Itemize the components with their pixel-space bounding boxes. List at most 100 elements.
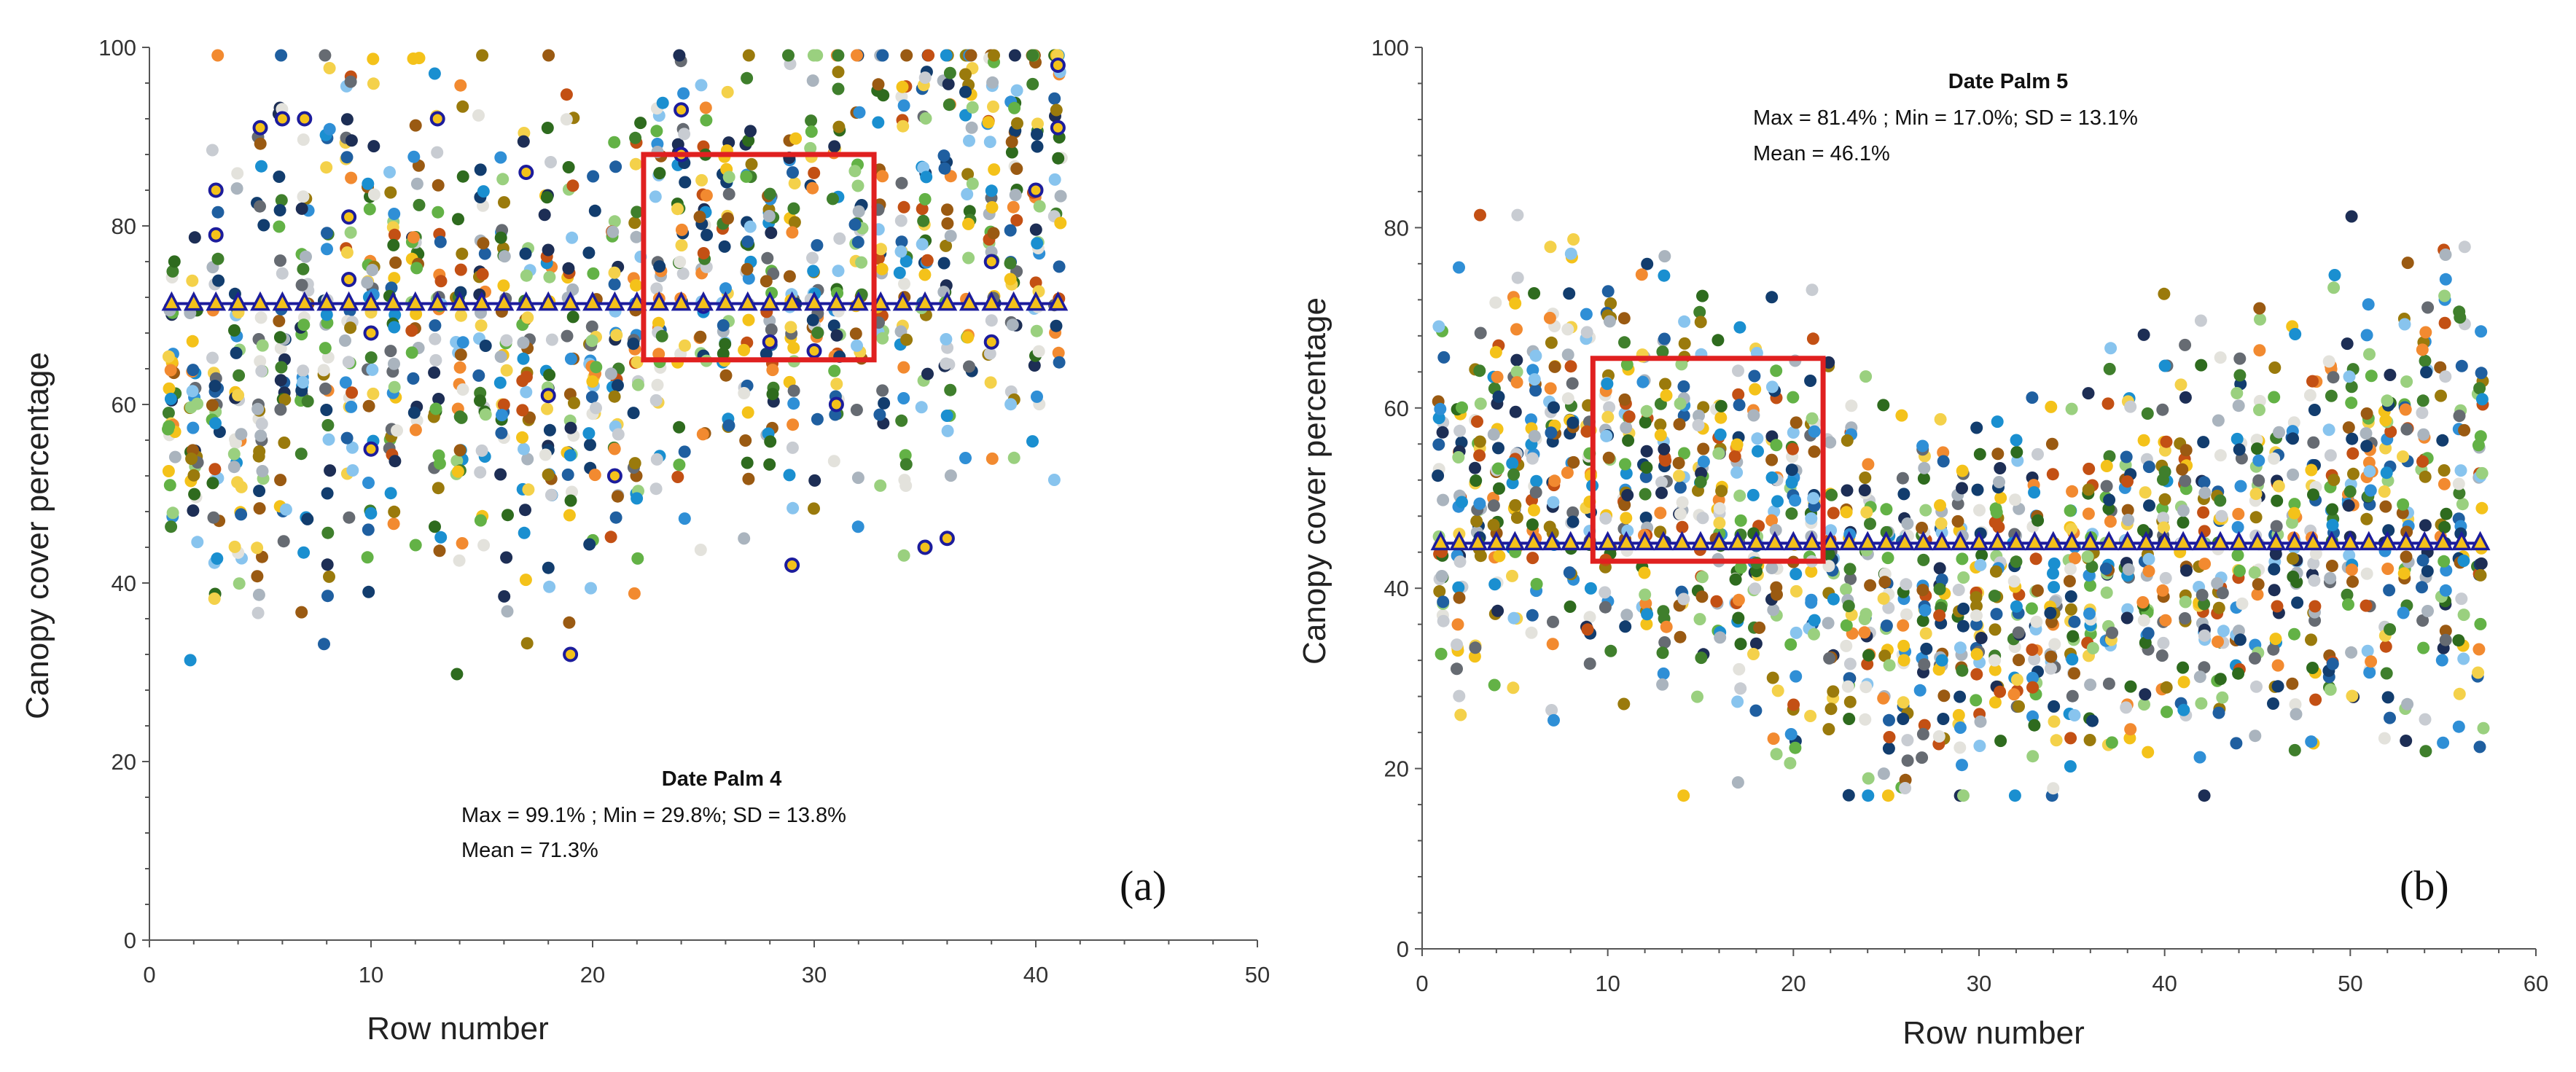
data-point xyxy=(2341,588,2354,601)
data-point xyxy=(2025,602,2038,615)
data-point xyxy=(1437,595,1450,609)
data-point xyxy=(542,561,555,574)
highlighted-point xyxy=(674,102,690,118)
mean-triangle-marker xyxy=(493,291,515,311)
data-point xyxy=(1007,200,1020,214)
data-point xyxy=(1862,772,1875,785)
data-point xyxy=(985,314,998,327)
data-point xyxy=(208,380,222,393)
data-point xyxy=(2458,240,2471,254)
data-point xyxy=(321,419,335,431)
data-point xyxy=(211,252,225,265)
data-point xyxy=(2086,714,2099,727)
y-tick-label: 60 xyxy=(112,392,136,418)
data-point xyxy=(1878,649,1892,662)
data-point xyxy=(1715,485,1728,498)
data-point xyxy=(2287,468,2300,481)
data-point xyxy=(364,351,378,364)
data-point xyxy=(2438,555,2451,568)
data-point xyxy=(941,203,953,216)
data-point xyxy=(384,487,397,500)
data-point xyxy=(391,424,403,437)
data-point xyxy=(678,445,691,458)
data-point xyxy=(2308,404,2321,416)
data-point xyxy=(917,161,930,174)
y-tick-label: 60 xyxy=(1384,396,1409,421)
data-point xyxy=(187,421,200,434)
data-point xyxy=(1543,311,1556,324)
data-point xyxy=(585,582,597,595)
data-point xyxy=(587,170,600,183)
data-point xyxy=(1546,638,1559,651)
data-point xyxy=(1883,659,1896,672)
mean-triangle-marker xyxy=(1950,531,1971,551)
data-point xyxy=(1660,620,1673,633)
data-point xyxy=(2434,361,2447,374)
mean-triangle-marker xyxy=(937,291,958,311)
data-point xyxy=(212,274,225,287)
data-point xyxy=(1693,410,1705,422)
data-point xyxy=(897,200,910,214)
mean-triangle-marker xyxy=(2228,531,2249,551)
data-point xyxy=(1474,326,1487,340)
data-point xyxy=(1822,723,1835,736)
data-point xyxy=(1583,611,1596,624)
data-point xyxy=(432,449,445,462)
data-point xyxy=(2456,498,2469,511)
data-point xyxy=(2271,680,2284,693)
data-point xyxy=(1474,208,1486,222)
data-point xyxy=(1824,703,1838,716)
data-point xyxy=(233,369,246,382)
data-point xyxy=(413,52,426,65)
data-point xyxy=(942,98,956,111)
data-point xyxy=(2177,703,2190,716)
data-point xyxy=(1841,434,1854,447)
data-point xyxy=(2031,447,2044,461)
data-point xyxy=(1765,291,1779,304)
data-point xyxy=(2341,337,2354,351)
data-point xyxy=(653,167,666,180)
data-point xyxy=(1005,136,1018,149)
highlighted-point xyxy=(252,120,268,136)
data-point xyxy=(1620,358,1634,371)
data-point xyxy=(429,402,442,415)
data-point xyxy=(2010,555,2023,568)
data-point xyxy=(1808,445,1821,458)
data-point xyxy=(450,454,464,467)
data-point xyxy=(893,266,906,279)
data-point xyxy=(2251,442,2263,455)
data-point xyxy=(961,331,975,344)
data-point xyxy=(631,356,644,369)
data-point xyxy=(346,386,359,399)
data-point xyxy=(563,449,577,462)
data-point xyxy=(1883,731,1896,743)
data-point xyxy=(585,334,598,348)
data-point xyxy=(1487,499,1500,512)
highlighted-point xyxy=(540,388,556,404)
data-point xyxy=(920,171,933,184)
data-point xyxy=(1436,426,1449,439)
data-point xyxy=(741,71,754,85)
mean-triangle-marker xyxy=(538,291,559,311)
data-point xyxy=(762,210,776,222)
data-point xyxy=(164,364,177,377)
data-point xyxy=(965,121,978,134)
mean-triangle-marker xyxy=(1728,531,1748,551)
data-point xyxy=(1897,619,1910,632)
data-point xyxy=(256,465,269,477)
mean-triangle-marker xyxy=(2321,531,2342,551)
data-point xyxy=(2267,643,2280,656)
data-point xyxy=(1771,495,1784,508)
data-point xyxy=(2454,464,2467,477)
data-point xyxy=(2196,589,2209,601)
data-point xyxy=(389,455,402,468)
data-point xyxy=(2345,210,2358,223)
data-point xyxy=(342,356,355,369)
data-point xyxy=(700,229,714,241)
data-point xyxy=(1639,488,1652,501)
data-point xyxy=(1785,476,1798,489)
data-point xyxy=(1732,364,1744,377)
data-point xyxy=(2029,552,2042,566)
data-point xyxy=(806,74,819,87)
data-point xyxy=(2120,611,2134,625)
